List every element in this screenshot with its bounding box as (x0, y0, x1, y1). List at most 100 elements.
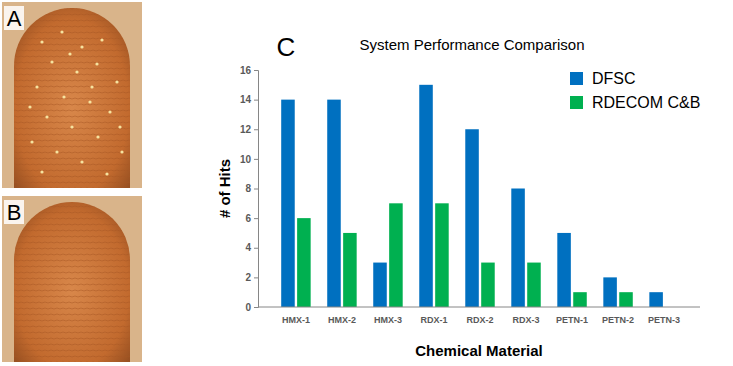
tick: HMX-3 (374, 315, 402, 325)
tick-label: HMX-2 (328, 315, 356, 325)
y-axis-title: # of Hits (216, 159, 233, 218)
photo-background (2, 2, 142, 188)
particle (45, 115, 48, 118)
bar (557, 233, 571, 307)
fingerprint-ridges (14, 202, 130, 362)
y-axis: 0246810121416 (240, 65, 259, 313)
particle (50, 60, 53, 63)
particle (118, 125, 121, 128)
bar (327, 100, 341, 307)
bar (573, 292, 587, 307)
chart-title: System Performance Comparison (359, 36, 584, 53)
particle (95, 62, 98, 65)
bar (465, 129, 479, 307)
panel-label: C (277, 32, 296, 62)
tick-mark (254, 248, 258, 249)
tick: RDX-2 (466, 315, 493, 325)
x-axis-title: Chemical Material (415, 342, 543, 359)
particle (90, 85, 93, 88)
fingerprint-ridges (14, 8, 130, 188)
particle (62, 95, 65, 98)
tick-label: 10 (240, 154, 252, 165)
tick: 16 (240, 65, 258, 76)
bar (435, 203, 449, 307)
tick: PETN-1 (556, 315, 588, 325)
legend-label: RDECOM C&B (592, 94, 700, 111)
photo-background (2, 196, 142, 362)
particle (35, 85, 38, 88)
tick: 4 (245, 242, 258, 253)
photo-panel: B (2, 196, 142, 362)
tick-label: 6 (245, 213, 251, 224)
legend-label: DFSC (592, 70, 636, 87)
tick-label: HMX-3 (374, 315, 402, 325)
bar (343, 233, 357, 307)
figure: A B C System Performance Comparison # of Hit… (0, 0, 733, 366)
particle (75, 70, 78, 73)
tick: 10 (240, 154, 258, 165)
axis-line (254, 71, 259, 308)
bar (389, 203, 403, 307)
panel-label-box (4, 6, 24, 30)
fingertip (14, 202, 130, 362)
tick-mark (254, 70, 258, 71)
particle (80, 45, 83, 48)
tick: 0 (245, 302, 258, 313)
tick: HMX-2 (328, 315, 356, 325)
bar (603, 277, 617, 307)
tick-label: 0 (245, 302, 251, 313)
tick: 8 (245, 183, 258, 194)
bar (527, 263, 541, 307)
tick: 2 (245, 272, 258, 283)
particle (28, 105, 31, 108)
tick-mark (254, 129, 258, 130)
bar (297, 218, 311, 307)
tick-label: RDX-1 (420, 315, 447, 325)
particle (105, 172, 108, 175)
tick-label: RDX-2 (466, 315, 493, 325)
bars (281, 85, 663, 307)
legend-swatch (570, 72, 583, 85)
particle (70, 125, 73, 128)
particle (60, 30, 63, 33)
tick-label: RDX-3 (513, 315, 540, 325)
tick: PETN-3 (648, 315, 680, 325)
particle (30, 140, 33, 143)
tick-mark (254, 189, 258, 190)
legend-item: RDECOM C&B (570, 94, 700, 111)
particle (80, 160, 83, 163)
tick-mark (254, 100, 258, 101)
bar (481, 263, 495, 307)
bar (511, 189, 525, 308)
bar (619, 292, 633, 307)
bar (419, 85, 433, 307)
particle (55, 150, 58, 153)
particle (96, 135, 99, 138)
series (297, 203, 633, 307)
bar (281, 100, 295, 307)
tick-mark (254, 277, 258, 278)
tick-label: HMX-1 (282, 315, 310, 325)
panel-label: A (7, 6, 22, 31)
legend-swatch (570, 96, 583, 109)
tick-label: PETN-1 (556, 315, 588, 325)
particle (115, 80, 118, 83)
particle (120, 150, 123, 153)
particle (40, 170, 43, 173)
tick-mark (254, 159, 258, 160)
legend-item: DFSC (570, 70, 636, 87)
tick-mark (254, 307, 258, 308)
tick-label: PETN-3 (648, 315, 680, 325)
fingertip (14, 8, 130, 188)
axis-line (258, 307, 700, 308)
bar (649, 292, 663, 307)
tick-label: 16 (240, 65, 252, 76)
particle (100, 38, 103, 41)
panel-label: B (7, 200, 22, 225)
tick-label: 8 (245, 183, 251, 194)
tick-label: 4 (245, 242, 251, 253)
tick-mark (254, 218, 258, 219)
x-axis: HMX-1 HMX-2 HMX-3 RDX-1 RDX-2 RDX-3 PETN-1 PETN… (258, 307, 700, 325)
bar (373, 263, 387, 307)
tick-label: 14 (240, 94, 252, 105)
